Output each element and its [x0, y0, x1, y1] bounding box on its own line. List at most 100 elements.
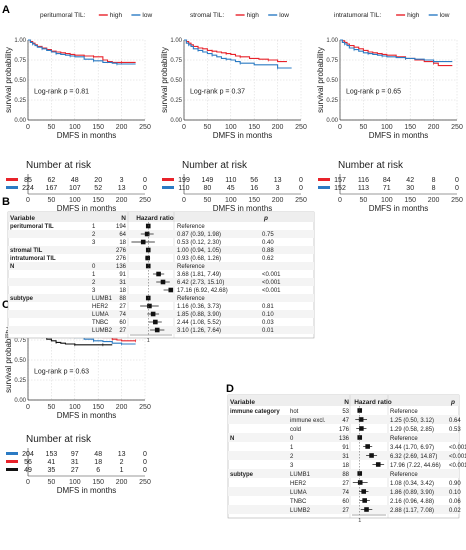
risk-x-tick-label: 250 [451, 197, 463, 204]
forest-estimate-text: 1.85 (0.88, 3.90) [177, 312, 221, 318]
forest-header-n: N [344, 399, 349, 406]
panel-label-c: C [2, 299, 10, 311]
forest-n: 18 [119, 288, 126, 294]
km-x-tick-label: 250 [139, 124, 151, 131]
forest-variable: peritumoral TIL [10, 224, 54, 230]
risk-count: 149 [202, 177, 214, 184]
forest-n: 60 [119, 320, 126, 326]
km-y-tick-label: 0.75 [14, 58, 26, 64]
forest-header-p: p [450, 399, 455, 406]
forest-estimate-text: 17.16 (6.92, 42.68) [177, 288, 228, 294]
forest-header-p: p [263, 215, 268, 222]
forest-n: 176 [339, 427, 350, 433]
forest-p-value: <0.001 [449, 454, 466, 460]
km-x-axis-title: DMFS in months [213, 131, 273, 140]
forest-n: 91 [342, 445, 349, 451]
km-y-tick-label: 0.50 [170, 78, 182, 84]
risk-x-tick-label: 50 [204, 197, 212, 204]
forest-p-value: 0.10 [449, 490, 461, 496]
forest-estimate-text: 1.16 (0.36, 3.73) [177, 304, 221, 310]
km-y-axis-title: survival probability [316, 47, 325, 113]
forest-p-value: 0.90 [449, 481, 461, 487]
forest-level: 2 [92, 232, 96, 238]
risk-x-axis-title: DMFS in months [57, 486, 117, 495]
forest-estimate-text: 0.53 (0.12, 2.30) [177, 240, 221, 246]
forest-estimate-text: Reference [390, 409, 418, 415]
risk-x-tick-label: 200 [272, 197, 284, 204]
km-y-axis-title: survival probability [160, 47, 169, 113]
forest-level: LUMA [290, 490, 307, 496]
risk-x-tick-label: 100 [69, 197, 81, 204]
risk-count: 35 [48, 467, 56, 474]
km-x-tick-label: 0 [26, 124, 30, 131]
forest-n: 18 [119, 240, 126, 246]
risk-count: 116 [358, 177, 369, 184]
forest-level: TNBC [92, 320, 109, 326]
forest-estimate-text: 3.44 (1.70, 6.97) [390, 445, 434, 451]
forest-level: 1 [92, 224, 96, 230]
forest-table-2: Variable N Hazard ratio p immune category hot… [227, 394, 466, 524]
risk-count: 0 [143, 185, 147, 192]
risk-x-tick-label: 200 [428, 197, 440, 204]
forest-estimate-text: 6.32 (2.69, 14.87) [390, 454, 437, 460]
forest-estimate-text: 3.10 (1.26, 7.64) [177, 328, 221, 334]
km-x-tick-label: 50 [48, 124, 56, 131]
km-x-tick-label: 50 [360, 124, 368, 131]
forest-p-value: <0.001 [262, 280, 281, 286]
risk-count: 8 [432, 185, 436, 192]
forest-row-band [8, 246, 314, 254]
km-legend-label: low [142, 12, 152, 19]
forest-level: 0 [290, 436, 294, 442]
km-plot-3: 0.00 0.25 0.50 0.75 1.00 0 50 100 150 200 250 DMFS … [316, 12, 463, 140]
forest-estimate-text: 6.42 (2.73, 15.10) [177, 280, 224, 286]
forest-point-estimate [359, 426, 364, 431]
forest-point-estimate [156, 271, 161, 277]
forest-n: 88 [119, 296, 126, 302]
risk-x-axis-title: DMFS in months [213, 204, 273, 213]
risk-count: 0 [143, 467, 147, 474]
forest-row-band [228, 505, 459, 514]
risk-x-axis-title: DMFS in months [369, 204, 429, 213]
risk-table-title: Number at risk [338, 160, 404, 171]
forest-point-estimate [150, 311, 156, 317]
forest-n: 31 [119, 280, 126, 286]
forest-estimate-text: 1.29 (0.58, 2.85) [390, 427, 434, 433]
km-x-tick-label: 100 [69, 124, 81, 131]
km-x-axis-title: DMFS in months [369, 131, 429, 140]
forest-estimate-text: Reference [390, 472, 418, 478]
forest-n: 136 [116, 264, 127, 270]
forest-level: 1 [290, 445, 294, 451]
forest-level: LUMB1 [290, 472, 311, 478]
km-x-tick-label: 150 [248, 124, 260, 131]
forest-estimate-text: 17.96 (7.22, 44.66) [390, 463, 441, 469]
km-y-tick-label: 0.75 [326, 58, 338, 64]
km-x-tick-label: 250 [451, 124, 463, 131]
forest-estimate-text: 3.68 (1.81, 7.49) [177, 272, 221, 278]
risk-count: 0 [299, 177, 303, 184]
forest-level: 3 [290, 463, 294, 469]
forest-level: LUMB2 [92, 328, 113, 334]
km-x-tick-label: 100 [225, 124, 237, 131]
forest-p-value: <0.001 [449, 445, 466, 451]
km-y-tick-label: 0.00 [14, 398, 26, 404]
forest-variable: subtype [230, 472, 254, 478]
risk-x-tick-label: 0 [26, 479, 30, 486]
risk-count: 3 [276, 185, 280, 192]
forest-p-value: <0.001 [262, 288, 281, 294]
risk-x-tick-label: 250 [139, 197, 151, 204]
forest-p-value: 0.06 [449, 499, 461, 505]
forest-level: 3 [92, 288, 96, 294]
risk-count: 110 [225, 177, 236, 184]
km-x-tick-label: 250 [139, 404, 151, 411]
forest-header-variable: Variable [230, 399, 255, 406]
risk-count: 13 [118, 185, 126, 192]
forest-p-value: 0.81 [262, 304, 274, 310]
km-legend-label: low [279, 12, 289, 19]
forest-p-value: 0.53 [449, 427, 461, 433]
risk-x-tick-label: 100 [69, 479, 81, 486]
forest-n: 64 [119, 232, 126, 238]
forest-header-hr: Hazard ratio [354, 399, 392, 406]
km-x-tick-label: 100 [381, 124, 393, 131]
